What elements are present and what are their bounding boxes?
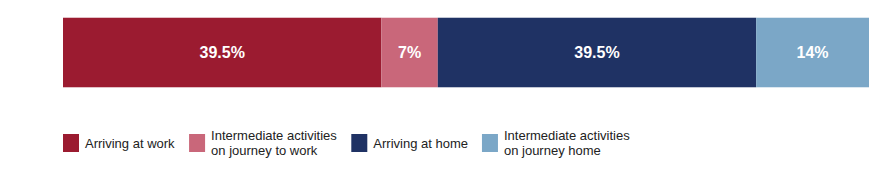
bar-segment [381,18,437,88]
legend-swatch [63,134,79,152]
legend: Arriving at work Intermediate activitieso… [63,128,630,158]
legend-label: Intermediate activitieson journey to wor… [211,128,337,158]
legend-item: Intermediate activitieson journey home [482,128,630,158]
legend-item: Arriving at home [351,134,468,152]
data-label: 14% [797,44,829,61]
chart: 39.5% 7% 39.5% 14% Arriving at work Intermedi… [0,0,896,194]
legend-item: Arriving at work [63,134,175,152]
data-labels: 39.5% 7% 39.5% 14% [199,44,828,61]
legend-item: Intermediate activitieson journey to wor… [189,128,337,158]
legend-swatch [189,134,205,152]
legend-label: Intermediate activitieson journey home [504,128,630,158]
legend-swatch [482,134,498,152]
bar-segment [438,18,756,88]
bars [63,18,869,88]
legend-label: Arriving at home [373,136,468,151]
legend-swatch [351,134,367,152]
data-label: 7% [398,44,421,61]
data-label: 39.5% [199,44,244,61]
data-label: 39.5% [574,44,619,61]
bar-segment [756,18,869,88]
bar-segment [63,18,381,88]
legend-label: Arriving at work [85,136,175,151]
